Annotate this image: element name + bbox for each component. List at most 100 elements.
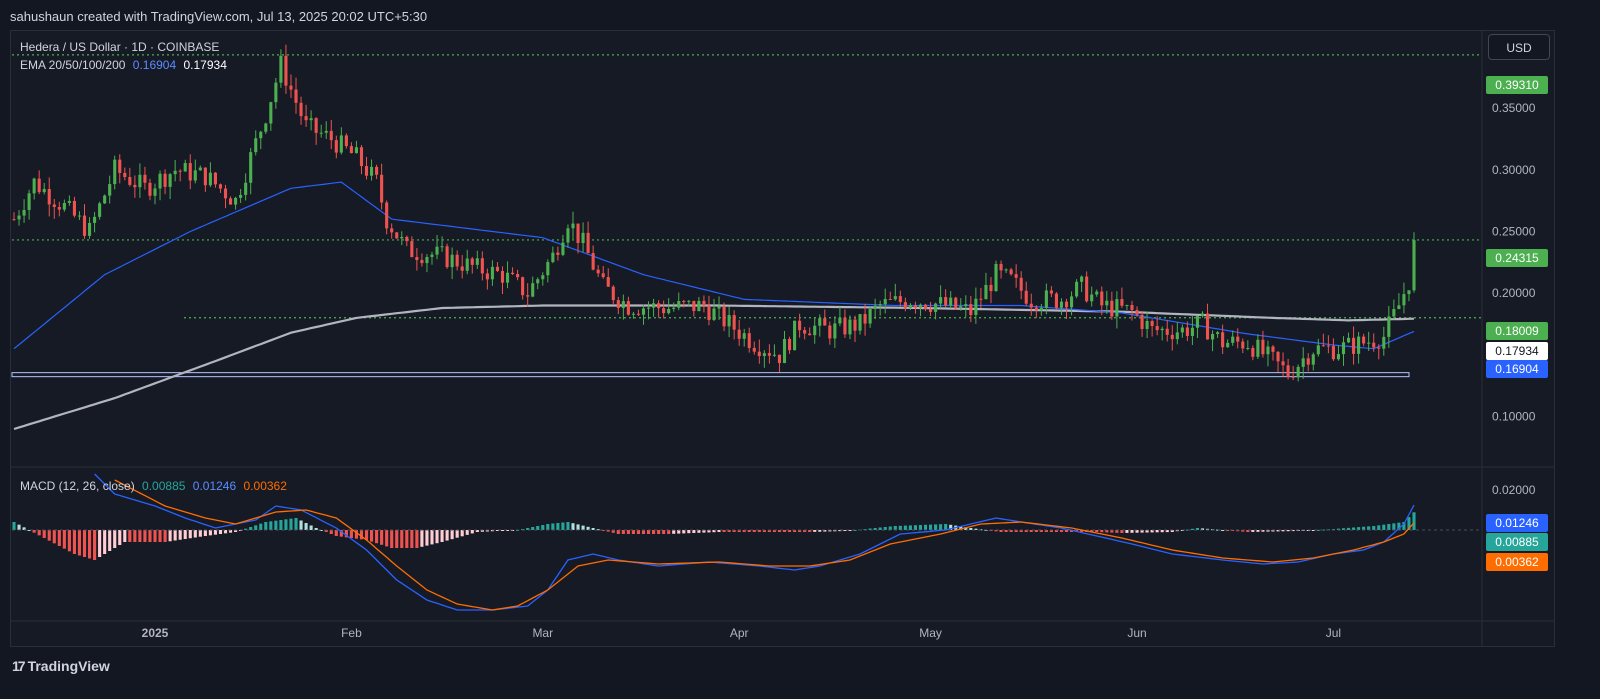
macd-histogram-bar — [375, 530, 379, 544]
candle-body — [954, 297, 958, 309]
price-axis-tick: 0.20000 — [1492, 286, 1536, 300]
macd-histogram-bar — [118, 530, 122, 545]
macd-histogram-bar — [1165, 530, 1169, 533]
macd-histogram-bar — [928, 524, 933, 530]
candle-body — [1039, 307, 1043, 311]
candle-body — [697, 300, 701, 312]
candle-body — [757, 351, 761, 357]
candle-body — [168, 174, 172, 187]
price-label-bg — [1486, 249, 1548, 267]
candle-body — [1341, 342, 1346, 355]
footer — [0, 652, 1600, 699]
candle-body — [868, 309, 872, 324]
macd-histogram-bar — [641, 530, 646, 534]
macd-histogram-bar — [652, 530, 656, 534]
macd-histogram-bar — [959, 526, 963, 530]
macd-histogram-bar — [898, 525, 902, 530]
candle-body — [561, 242, 565, 255]
candle-body — [913, 305, 917, 308]
candle-body — [813, 325, 817, 336]
macd-histogram-bar — [410, 530, 414, 548]
candle-body — [641, 308, 646, 315]
macd-histogram-bar — [662, 530, 666, 534]
candle-body — [495, 266, 500, 272]
candle-body — [1205, 313, 1210, 340]
candle-body — [52, 204, 56, 207]
candle-body — [153, 188, 157, 196]
candle-body — [591, 253, 595, 270]
price-label-bg — [1486, 322, 1548, 340]
macd-histogram-bar — [1069, 530, 1074, 532]
macd-histogram-bar — [183, 530, 187, 539]
macd-histogram-bar — [601, 530, 605, 531]
candle-body — [1160, 328, 1164, 331]
macd-histogram-bar — [546, 524, 550, 530]
candle-body — [405, 236, 409, 242]
macd-histogram-bar — [923, 524, 928, 530]
candle-body — [103, 195, 107, 204]
macd-histogram-bar — [339, 530, 343, 537]
macd-histogram-bar — [878, 527, 882, 530]
macd-histogram-bar — [22, 527, 26, 530]
macd-histogram-bar — [435, 530, 439, 544]
macd-histogram-bar — [359, 530, 364, 540]
macd-histogram-bar — [1251, 530, 1255, 532]
macd-histogram-bar — [1311, 530, 1315, 531]
macd-histogram-bar — [697, 530, 701, 533]
macd-histogram-bar — [717, 530, 721, 532]
tradingview-logo[interactable]: 17 TradingView — [12, 658, 110, 674]
macd-histogram-bar — [1029, 530, 1033, 532]
macd-histogram-bar — [772, 530, 776, 532]
candle-body — [833, 323, 837, 339]
candle-body — [682, 301, 686, 303]
symbol-title: Hedera / US Dollar · 1D · COINBASE — [20, 40, 220, 54]
candle-body — [133, 184, 137, 188]
candle-body — [974, 298, 978, 315]
signal-line — [114, 479, 1415, 611]
candle-body — [1175, 332, 1179, 340]
candle-body — [586, 232, 590, 254]
candle-body — [1014, 274, 1018, 278]
candle-body — [1271, 346, 1275, 352]
macd-histogram-bar — [213, 530, 217, 535]
macd-histogram-bar — [470, 530, 474, 534]
macd-histogram-bar — [682, 530, 686, 534]
macd-histogram-bar — [742, 530, 746, 532]
macd-histogram-bar — [843, 530, 847, 531]
price-label-bg — [1486, 360, 1548, 378]
candle-body — [979, 298, 983, 300]
macd-histogram-bar — [208, 530, 212, 536]
candle-body — [465, 258, 469, 271]
candle-body — [279, 55, 283, 83]
candle-body — [284, 55, 288, 86]
candle-body — [380, 174, 384, 203]
candle-body — [1180, 327, 1184, 333]
macd-histogram-bar — [67, 530, 71, 552]
candle-body — [1145, 320, 1149, 329]
candle-body — [747, 333, 751, 348]
macd-histogram-bar — [430, 530, 434, 545]
currency-button[interactable]: USD — [1488, 34, 1550, 60]
candle-body — [853, 319, 857, 331]
macd-histogram-bar — [1357, 527, 1361, 530]
candle-body — [878, 304, 882, 306]
candle-body — [677, 301, 681, 308]
attribution-text: sahushaun created with TradingView.com, … — [10, 9, 428, 24]
candle-body — [1231, 336, 1235, 343]
macd-histogram-bar — [707, 530, 711, 533]
macd-histogram-bar — [1261, 530, 1265, 532]
macd-histogram-bar — [228, 530, 233, 533]
macd-histogram-bar — [1054, 530, 1059, 532]
macd-histogram-bar — [798, 530, 802, 532]
candle-body — [1155, 325, 1159, 331]
candle-body — [752, 347, 756, 352]
candle-body — [838, 317, 842, 324]
candle-body — [138, 174, 142, 188]
candle-body — [772, 354, 776, 356]
candle-body — [1256, 339, 1260, 357]
candle-body — [732, 315, 736, 330]
macd-histogram-bar — [12, 522, 16, 530]
macd-histogram-bar — [1276, 530, 1280, 532]
chart-frame[interactable] — [10, 30, 1555, 647]
